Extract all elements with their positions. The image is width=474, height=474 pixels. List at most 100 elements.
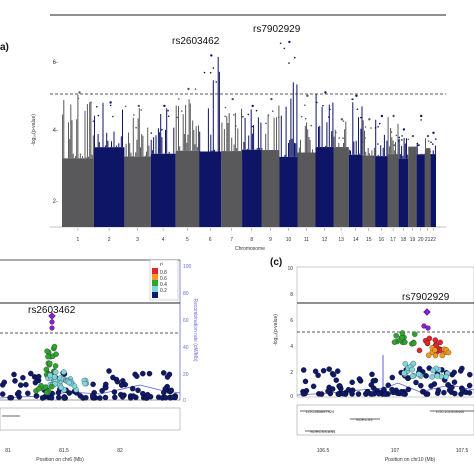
ld-point [168, 387, 175, 394]
chrom-20-base [416, 154, 425, 227]
chrom-1-point [92, 120, 95, 122]
high-ld-point [421, 323, 427, 329]
ld-point-r2-bin-4 [432, 337, 439, 343]
manhattan-y-label: -log₁₀(p-value) [31, 114, 37, 146]
ld-point [466, 382, 473, 389]
chrom-5-point [180, 110, 183, 112]
chromosome-tick-labels: 1 2 3 4 5 6 7 8 9 10 11 12 13 14 15 16 17 18 19 20 21 22 [77, 228, 436, 243]
chrom-8-peak [251, 104, 254, 108]
ld-point [312, 368, 319, 375]
chrom-2-point [112, 115, 114, 118]
ld-point [89, 392, 96, 399]
chrom-21-point [429, 156, 432, 159]
chrom-12-point [316, 101, 318, 104]
chrom-label-18: 18 [401, 237, 407, 243]
ld-point-r2-bin-2 [393, 332, 399, 339]
chrom-9-point [267, 114, 270, 117]
chrom-17-peak [392, 114, 395, 118]
recomb-tick-20: 20 [183, 372, 189, 378]
ld-point-r2-bin-3 [432, 352, 439, 359]
chrom-9-point [277, 116, 280, 119]
ld-point [130, 393, 137, 399]
ld-point-r2-bin-2 [412, 331, 418, 337]
panel-a-label: a) [0, 42, 9, 53]
chrom-4-point [167, 109, 169, 112]
chrom-6-point [203, 71, 206, 74]
chrom-label-12: 12 [322, 237, 328, 243]
chrom-2-point [96, 106, 98, 108]
chrom-16-peak [380, 114, 384, 118]
ld-point [1, 379, 8, 386]
ld-point-r2-bin-2 [411, 340, 417, 347]
panel-b-recomb-line [0, 384, 181, 399]
ld-point [17, 382, 24, 388]
ld-point [169, 394, 176, 401]
ld-point [405, 386, 412, 393]
ld-point [61, 395, 67, 401]
chrom-label-2: 2 [108, 237, 111, 243]
ld-point [110, 374, 116, 381]
ld-point [326, 366, 332, 372]
chrom-5-point [176, 116, 179, 119]
ld-point-r2-bin-1 [60, 369, 67, 375]
chrom-20-point [416, 142, 419, 145]
ld-point [140, 370, 146, 377]
regional-panel-chr10: (c) rs7902929 -log₁₀(p-value) 10 8 6 4 2… [270, 257, 474, 463]
ld-point [11, 371, 17, 378]
snp-label-rs2603462: rs2603462 [172, 36, 220, 47]
ld-point-r2-bin-1 [401, 370, 407, 376]
ld-point [449, 384, 455, 391]
ld-swatch-red [152, 268, 158, 274]
chrom-6-point [209, 71, 212, 74]
chrom-5-base [175, 150, 200, 227]
panel-c-recomb-line [296, 382, 474, 396]
chrom-11-point [310, 124, 313, 127]
ld-point [372, 377, 379, 384]
ld-point [300, 391, 307, 397]
chrom-18-point [398, 136, 401, 139]
ld-point [345, 386, 352, 393]
chrom-12-point [322, 105, 324, 107]
ld-point-r2-bin-4 [416, 347, 423, 354]
ld-point [329, 386, 336, 392]
ld-point [102, 394, 109, 401]
ld-point [349, 379, 355, 386]
snp-label-rs7902929: rs7902929 [253, 24, 301, 35]
ld-point [118, 382, 125, 388]
panel-c-ytick-6: 6 [290, 318, 293, 324]
chrom-7-point [233, 114, 235, 116]
panel-b-xtick-81: 81 [5, 448, 11, 454]
ld-point [25, 390, 31, 397]
chrom-14-point [352, 98, 354, 101]
ld-point [33, 393, 40, 399]
ld-point [418, 382, 424, 389]
chrom-8-point [255, 109, 258, 112]
chrom-4-point [167, 115, 170, 117]
ld-point [428, 383, 434, 389]
ld-point [20, 374, 26, 381]
ld-point [111, 389, 118, 395]
chrom-9-point [271, 110, 274, 112]
ld-point-r2-bin-2 [36, 386, 42, 392]
ld-point [144, 391, 151, 398]
chrom-10-point [288, 62, 290, 64]
chrom-13-point [335, 131, 337, 134]
chrom-19-point [408, 148, 411, 150]
chrom-10-point [294, 56, 296, 59]
gene-label-1: LOC285697929 [306, 409, 335, 414]
chrom-7-point [224, 106, 227, 109]
ld-point [452, 390, 458, 397]
ld-point [302, 378, 309, 385]
ld-point [333, 377, 340, 383]
chrom-22-base [430, 154, 436, 227]
chrom-1-peak [78, 91, 81, 94]
ld-point-r2-bin-2 [43, 389, 50, 396]
ld-point [355, 391, 362, 397]
ld-point [99, 387, 105, 394]
chrom-16-base [375, 156, 388, 227]
chrom-17-point [395, 134, 398, 137]
chrom-18-point [401, 139, 403, 141]
chrom-18-peak [402, 128, 406, 131]
ld-point [32, 379, 39, 386]
ld-swatch-navy [152, 292, 158, 298]
